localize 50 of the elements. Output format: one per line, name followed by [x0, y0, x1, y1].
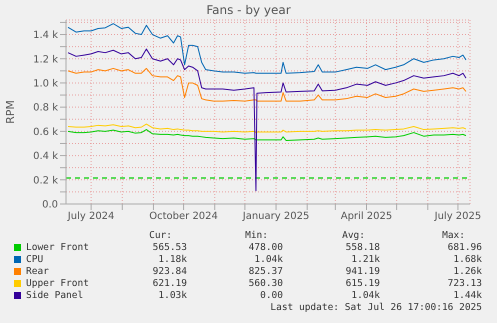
text: 1.04k [351, 290, 380, 301]
y-tick-label: 1.2 k [33, 54, 58, 66]
text: 1.03k [158, 290, 187, 301]
legend-label: Upper Front [26, 278, 89, 289]
y-tick-label: 0.8 k [33, 102, 58, 114]
text: Max: [442, 230, 465, 241]
x-tick-label: July 2025 [434, 211, 482, 222]
text: Last update: Sat Jul 26 17:00:16 2025 [270, 302, 482, 313]
legend-label: Rear [26, 266, 49, 277]
y-tick-label: 1.4 k [33, 30, 58, 42]
y-tick-label: 1.0 k [33, 78, 58, 90]
x-tick-label: July 2024 [66, 211, 114, 222]
text: 923.84 [152, 266, 187, 277]
legend-label: Lower Front [26, 242, 89, 253]
line-series [68, 48, 466, 192]
text: 681.96 [448, 242, 482, 253]
y-tick-label: 0.0 [42, 200, 58, 211]
text: 0.00 [260, 290, 283, 301]
text: 621.19 [152, 278, 187, 289]
text: 941.19 [346, 266, 380, 277]
line-series [68, 23, 466, 74]
line-series [68, 129, 466, 141]
text: 723.13 [448, 278, 482, 289]
text: Cur: [149, 230, 172, 241]
x-tick-label: April 2025 [340, 211, 392, 222]
line-series [68, 124, 466, 134]
text: 825.37 [248, 266, 283, 277]
y-tick-label: 0.2 k [33, 175, 58, 186]
text: 1.18k [158, 254, 187, 265]
y-tick-label: 0.4 k [33, 151, 58, 162]
text: 1.44k [453, 290, 482, 301]
text: Min: [245, 230, 268, 241]
text: 1.26k [453, 266, 482, 277]
text: 565.53 [152, 242, 187, 253]
chart-title: Fans - by year [205, 3, 292, 17]
x-tick-label: January 2025 [242, 211, 310, 222]
legend-label: CPU [26, 254, 44, 265]
text: Avg: [342, 230, 365, 241]
y-axis-title: RPM [4, 100, 17, 124]
text: 478.00 [248, 242, 283, 253]
text: 615.19 [346, 278, 380, 289]
x-tick-label: October 2024 [149, 211, 218, 222]
y-tick-label: 0.6 k [33, 126, 58, 138]
text: 1.21k [351, 254, 380, 265]
text: 1.04k [254, 254, 283, 265]
legend-label: Side Panel [26, 290, 84, 301]
text: 1.68k [453, 254, 482, 265]
text: 558.18 [346, 242, 380, 253]
line-series [68, 68, 466, 102]
text: 560.30 [248, 278, 283, 289]
